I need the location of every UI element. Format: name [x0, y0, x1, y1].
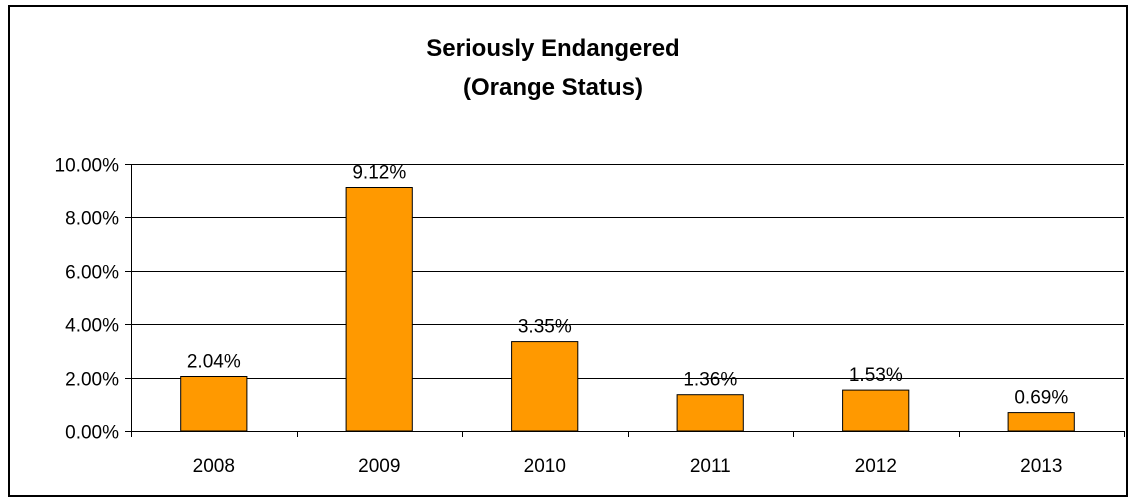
data-label-2010: 3.35% — [518, 317, 572, 338]
bar-2011 — [676, 394, 744, 432]
bar-2013 — [1007, 412, 1075, 432]
gridlines — [131, 164, 1124, 379]
chart-title-line-1: Seriously Endangered — [426, 35, 679, 62]
x-tick-label-2011: 2011 — [690, 456, 731, 477]
y-tick-label-4: 8.00% — [65, 209, 119, 230]
x-tick-label-2009: 2009 — [358, 456, 400, 477]
x-tick-label-2008: 2008 — [193, 456, 235, 477]
axes — [125, 164, 1125, 437]
y-tick-label-2: 4.00% — [65, 316, 119, 337]
x-tick-label-2012: 2012 — [855, 456, 897, 477]
chart-title-line-2: (Orange Status) — [463, 74, 643, 101]
labels: 0.00% 2.00% 4.00% 6.00% 8.00% 10.00% 2.04% 2008… — [55, 156, 1069, 478]
x-tick-label-2010: 2010 — [524, 456, 566, 477]
x-tick-label-2013: 2013 — [1020, 456, 1062, 477]
bar-2009 — [345, 187, 413, 432]
y-tick-label-0: 0.00% — [65, 423, 119, 444]
bar-2012 — [842, 389, 910, 432]
data-label-2013: 0.69% — [1014, 388, 1068, 409]
data-label-2011: 1.36% — [683, 370, 737, 391]
y-tick-label-3: 6.00% — [65, 263, 119, 284]
bars — [180, 187, 1075, 432]
data-label-2009: 9.12% — [352, 163, 406, 184]
y-tick-label-5: 10.00% — [55, 156, 120, 177]
data-label-2008: 2.04% — [187, 352, 241, 373]
bar-2008 — [180, 376, 248, 432]
data-label-2012: 1.53% — [849, 365, 903, 386]
bar-2010 — [511, 341, 579, 432]
y-tick-label-1: 2.00% — [65, 370, 119, 391]
